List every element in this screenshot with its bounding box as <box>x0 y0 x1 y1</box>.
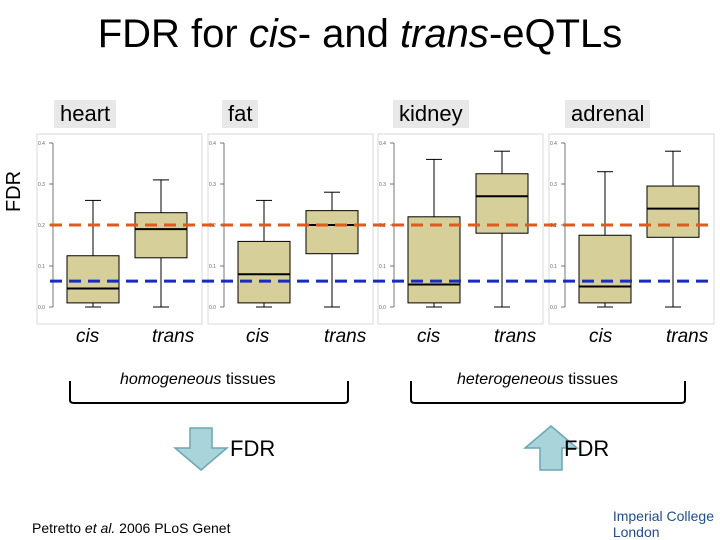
y-tick-label-fat: 0.0 <box>209 305 216 311</box>
y-tick-label-fat: 0.1 <box>209 264 216 270</box>
x-label-adrenal-trans: trans <box>666 326 709 347</box>
box-adrenal-trans <box>646 185 700 238</box>
x-label-fat-cis: cis <box>246 326 270 347</box>
box-kidney-cis <box>407 216 461 304</box>
y-tick-label-heart: 0.3 <box>38 182 45 188</box>
panel-label-kidney: kidney <box>393 100 469 128</box>
y-tick-label-fat: 0.4 <box>209 141 216 147</box>
fdr-increase-label: FDR <box>564 436 610 461</box>
y-tick-label-fat: 0.3 <box>209 182 216 188</box>
up-arrow-icon <box>522 425 580 471</box>
heterogeneous-bracket <box>410 381 686 404</box>
y-tick-label-heart: 0.4 <box>38 141 45 147</box>
down-arrow-icon <box>172 427 230 471</box>
box-adrenal-cis <box>578 234 632 304</box>
y-tick-label-heart: 0.1 <box>38 264 45 270</box>
fdr-decrease-label: FDR <box>230 436 276 461</box>
y-tick-label-heart: 0.2 <box>38 223 45 229</box>
y-tick-label-kidney: 0.4 <box>379 141 386 147</box>
box-heart-cis <box>66 255 120 304</box>
x-label-fat-trans: trans <box>324 326 367 347</box>
y-tick-label-kidney: 0.3 <box>379 182 386 188</box>
homogeneous-tissues-label: homogeneous tissues <box>120 371 276 388</box>
box-fat-trans <box>305 210 359 255</box>
y-tick-label-adrenal: 0.1 <box>550 264 557 270</box>
x-label-heart-cis: cis <box>76 326 100 347</box>
x-label-heart-trans: trans <box>152 326 195 347</box>
slide-title: FDR for cis- and trans-eQTLs <box>97 12 623 56</box>
y-tick-label-adrenal: 0.3 <box>550 182 557 188</box>
imperial-college-logo: Imperial College London <box>612 508 714 540</box>
y-tick-label-kidney: 0.0 <box>379 305 386 311</box>
y-tick-label-adrenal: 0.4 <box>550 141 557 147</box>
y-tick-label-heart: 0.0 <box>38 305 45 311</box>
homogeneous-bracket <box>69 381 349 404</box>
box-heart-trans <box>134 212 188 259</box>
y-tick-label-kidney: 0.1 <box>379 264 386 270</box>
panel-label-fat: fat <box>222 100 259 128</box>
panel-label-adrenal: adrenal <box>565 100 651 128</box>
panel-label-heart: heart <box>54 100 117 128</box>
box-kidney-trans <box>475 173 529 234</box>
citation: Petretto et al. 2006 PLoS Genet <box>32 520 231 536</box>
x-label-kidney-trans: trans <box>494 326 537 347</box>
y-tick-label-adrenal: 0.0 <box>550 305 557 311</box>
x-label-adrenal-cis: cis <box>589 326 613 347</box>
x-label-kidney-cis: cis <box>417 326 441 347</box>
heterogeneous-tissues-label: heterogeneous tissues <box>457 371 619 388</box>
box-fat-cis <box>237 240 291 304</box>
